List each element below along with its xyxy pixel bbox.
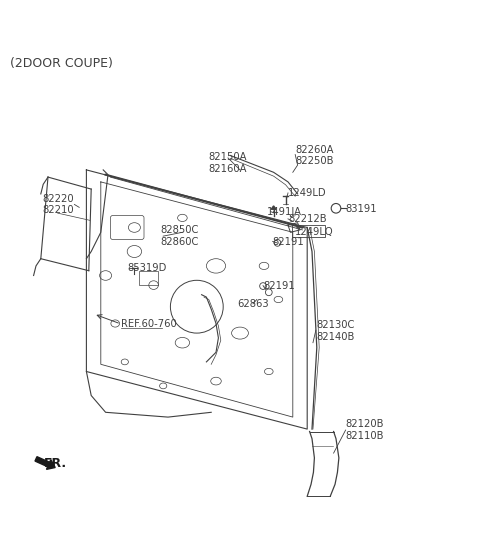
Text: 1249LQ: 1249LQ [295,228,334,237]
Bar [139,271,158,285]
Text: 82191: 82191 [263,281,295,291]
Text: FR.: FR. [44,457,67,470]
Text: 85319D: 85319D [127,263,167,273]
Text: 82212B: 82212B [288,214,326,224]
Text: 1491JA: 1491JA [266,207,301,217]
Text: 82850C
82860C: 82850C 82860C [161,225,199,247]
Text: 82130C
82140B: 82130C 82140B [317,320,355,342]
Text: REF.60-760: REF.60-760 [121,320,177,329]
Text: (2DOOR COUPE): (2DOOR COUPE) [10,57,112,70]
Text: 62863: 62863 [237,299,269,309]
Polygon shape [271,206,276,209]
Text: 82191: 82191 [273,237,304,247]
Text: 1249LD: 1249LD [288,188,326,198]
Text: 82220
82210: 82220 82210 [43,193,74,215]
Text: 82120B
82110B: 82120B 82110B [346,419,384,441]
Text: 82150A
82160A: 82150A 82160A [209,152,247,174]
Text: 82260A
82250B: 82260A 82250B [295,145,334,166]
Text: 83191: 83191 [346,204,377,214]
FancyArrow shape [35,457,55,469]
